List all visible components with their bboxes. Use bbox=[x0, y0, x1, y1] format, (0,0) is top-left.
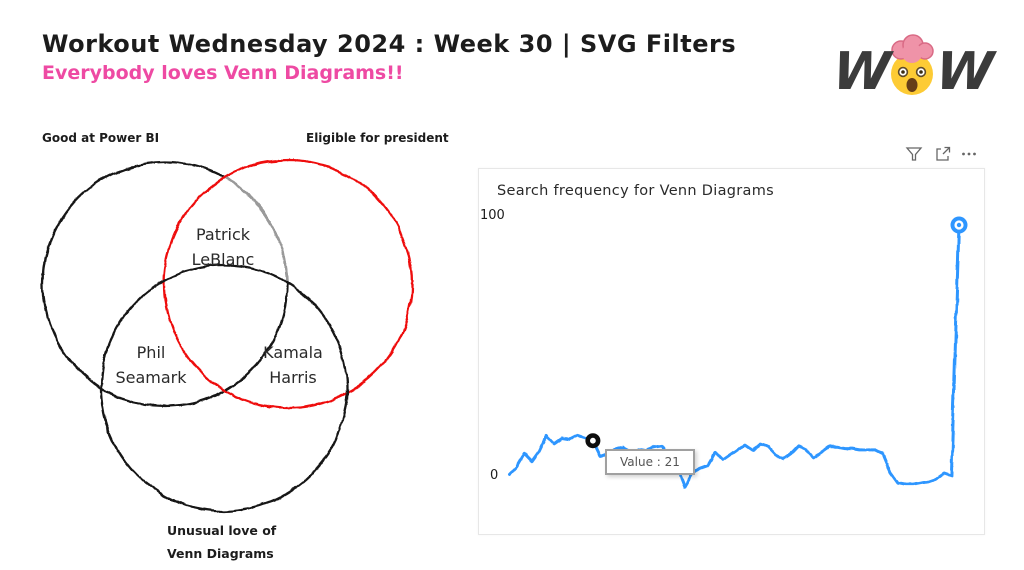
emoji-pupil-right bbox=[919, 70, 924, 74]
venn-circle-eligible-for-president bbox=[162, 158, 414, 410]
emoji-mouth bbox=[906, 78, 918, 92]
venn-set-label-eligible-for-president: Eligible for president bbox=[306, 131, 449, 145]
emoji-pupil-left bbox=[901, 70, 906, 74]
focus-mode-icon[interactable] bbox=[934, 145, 952, 163]
exploding-head-icon bbox=[891, 34, 935, 95]
end-point-marker[interactable] bbox=[950, 216, 968, 234]
emoji-brain-cloud bbox=[891, 34, 935, 63]
venn-member-phil-seamark: Phil Seamark bbox=[101, 340, 201, 390]
member-name-line: Seamark bbox=[115, 368, 187, 387]
page-title: Workout Wednesday 2024 : Week 30 | SVG F… bbox=[42, 30, 737, 58]
more-options-icon[interactable] bbox=[960, 145, 978, 163]
y-tick-0: 0 bbox=[490, 468, 499, 483]
search-frequency-line[interactable] bbox=[507, 223, 961, 489]
venn-set-label-good-at-power-bi: Good at Power BI bbox=[42, 131, 160, 145]
line-chart-svg bbox=[505, 216, 968, 489]
logo-letter-right: W bbox=[934, 42, 994, 103]
member-name-line: Harris bbox=[269, 368, 317, 387]
page-subtitle: Everybody loves Venn Diagrams!! bbox=[42, 62, 404, 84]
end-point-marker-ring bbox=[954, 220, 964, 230]
chart-card: Search frequency for Venn Diagrams 100 0… bbox=[478, 168, 985, 535]
venn-circle-good-at-power-bi bbox=[41, 160, 289, 408]
value-tooltip: Value : 21 bbox=[605, 449, 695, 475]
venn-diagram bbox=[41, 158, 414, 513]
venn-member-patrick-leblanc: Patrick LeBlanc bbox=[163, 222, 283, 272]
venn-caption-line2: Venn Diagrams bbox=[167, 546, 274, 561]
member-name-line: Phil bbox=[136, 343, 166, 362]
wow-logo: W W bbox=[830, 34, 994, 103]
venn-caption-line1: Unusual love of bbox=[167, 523, 277, 538]
member-name-line: Patrick bbox=[195, 225, 251, 244]
venn-circle-unusual-love bbox=[99, 263, 349, 513]
y-tick-100: 100 bbox=[480, 208, 505, 223]
emoji-face bbox=[891, 53, 934, 95]
logo-letter-left: W bbox=[830, 42, 891, 103]
venn-set-label-unusual-love: Unusual love of Venn Diagrams bbox=[167, 519, 276, 565]
chart-title: Search frequency for Venn Diagrams bbox=[497, 183, 775, 199]
filter-icon[interactable] bbox=[905, 145, 923, 163]
venn-member-kamala-harris: Kamala Harris bbox=[243, 340, 343, 390]
venn-overlap-arc bbox=[223, 176, 289, 283]
selected-point-marker[interactable] bbox=[585, 433, 601, 449]
member-name-line: Kamala bbox=[263, 343, 323, 362]
member-name-line: LeBlanc bbox=[191, 250, 255, 269]
